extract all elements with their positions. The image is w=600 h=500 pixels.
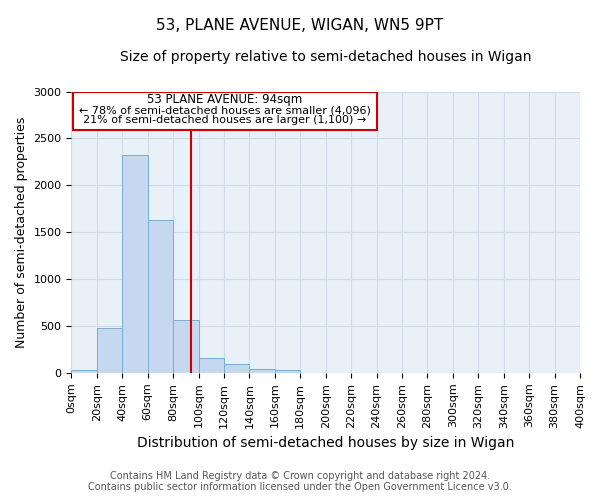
Bar xyxy=(224,364,250,373)
Bar xyxy=(73,92,377,130)
Text: 53 PLANE AVENUE: 94sqm: 53 PLANE AVENUE: 94sqm xyxy=(147,92,302,106)
X-axis label: Distribution of semi-detached houses by size in Wigan: Distribution of semi-detached houses by … xyxy=(137,436,514,450)
Bar xyxy=(122,156,148,373)
Bar xyxy=(199,358,224,373)
Bar xyxy=(275,370,300,373)
Bar xyxy=(71,370,97,373)
Bar xyxy=(97,328,122,373)
Text: 21% of semi-detached houses are larger (1,100) →: 21% of semi-detached houses are larger (… xyxy=(83,116,366,126)
Title: Size of property relative to semi-detached houses in Wigan: Size of property relative to semi-detach… xyxy=(120,50,532,64)
Text: 53, PLANE AVENUE, WIGAN, WN5 9PT: 53, PLANE AVENUE, WIGAN, WN5 9PT xyxy=(157,18,443,32)
Y-axis label: Number of semi-detached properties: Number of semi-detached properties xyxy=(15,116,28,348)
Bar xyxy=(173,320,199,373)
Bar xyxy=(148,220,173,373)
Text: ← 78% of semi-detached houses are smaller (4,096): ← 78% of semi-detached houses are smalle… xyxy=(79,105,371,115)
Bar xyxy=(250,368,275,373)
Text: Contains HM Land Registry data © Crown copyright and database right 2024.
Contai: Contains HM Land Registry data © Crown c… xyxy=(88,471,512,492)
